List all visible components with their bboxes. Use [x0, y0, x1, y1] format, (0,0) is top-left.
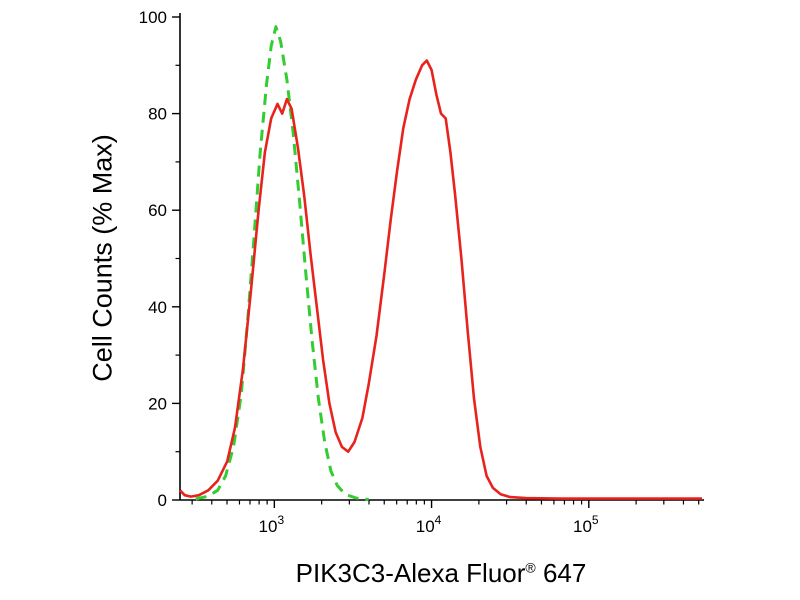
x-axis-title-suffix: 647: [535, 558, 587, 588]
y-tick-label: 60: [148, 201, 167, 220]
x-tick-label: 105: [573, 513, 599, 536]
x-tick-label: 103: [259, 513, 285, 536]
red-solid-curve: [179, 59, 702, 500]
registered-trademark-symbol: ®: [525, 559, 536, 576]
x-tick-label: 104: [416, 513, 442, 536]
x-axis-title: PIK3C3-Alexa Fluor® 647: [180, 558, 702, 589]
y-axis-title: Cell Counts (% Max): [87, 134, 118, 382]
y-tick-label: 100: [139, 8, 167, 27]
y-tick-label: 40: [148, 298, 167, 317]
y-tick-label: 20: [148, 394, 167, 413]
y-tick-label: 80: [148, 105, 167, 124]
x-axis-title-main: PIK3C3-Alexa Fluor: [295, 558, 526, 588]
green-dashed-curve: [195, 25, 369, 501]
y-tick-label: 0: [158, 491, 167, 510]
